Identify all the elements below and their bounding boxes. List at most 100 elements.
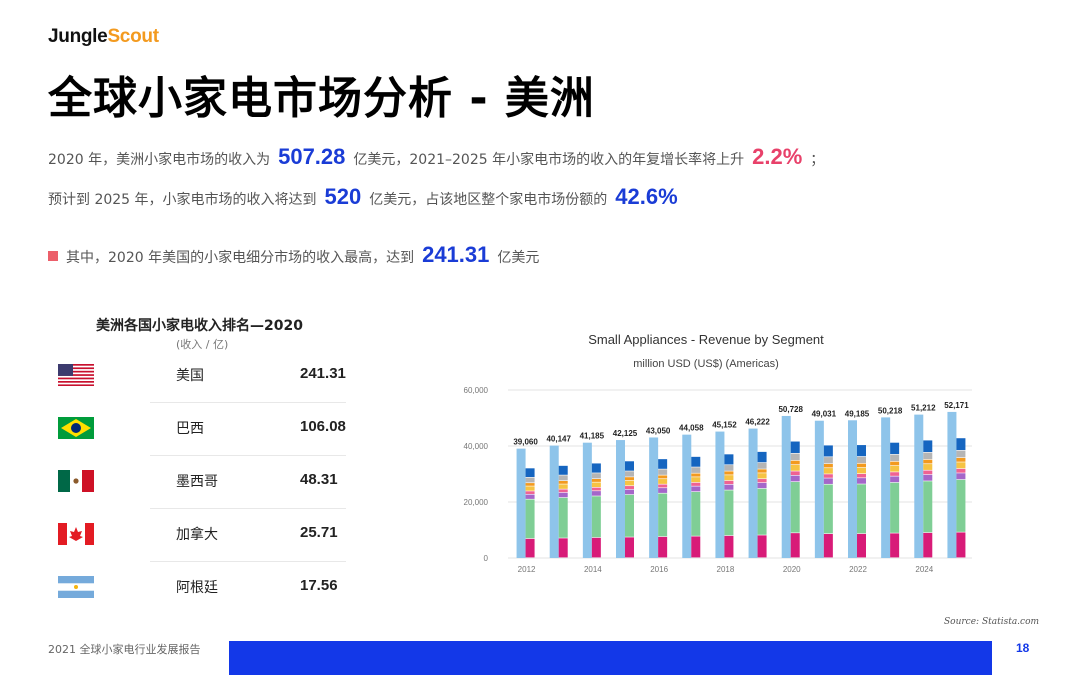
segment-5-bar: [823, 468, 833, 474]
background-bar: [715, 431, 725, 558]
segment-2-bar: [625, 494, 634, 537]
segment-6-bar: [923, 459, 933, 464]
total-value-label: 50,728: [778, 405, 803, 414]
segment-5-bar: [757, 473, 767, 479]
segment-1-bar: [658, 536, 668, 558]
summary-text: 亿美元: [497, 250, 540, 266]
segment-5-bar: [591, 482, 601, 488]
segment-2-bar: [591, 496, 601, 538]
ranking-subtitle: (收入 / 亿): [176, 338, 229, 351]
segment-7-bar: [923, 452, 933, 460]
segment-6-bar: [857, 463, 866, 468]
chart-subtitle: million USD (US$) (Americas): [633, 358, 778, 370]
segment-7-bar: [823, 457, 833, 464]
summary-text: 亿美元，占该地区整个家电市场份额的: [369, 192, 608, 208]
revenue-2020-value: 507.28: [278, 144, 346, 169]
segment-7-bar: [525, 477, 535, 483]
segment-3-bar: [956, 473, 966, 480]
row-divider: [150, 402, 346, 403]
segment-6-bar: [890, 461, 900, 466]
country-revenue: 25.71: [300, 524, 338, 541]
total-value-label: 42,125: [613, 429, 638, 438]
background-bar: [814, 420, 824, 558]
background-bar: [516, 448, 526, 558]
x-tick-label: 2024: [915, 565, 933, 574]
segment-8-bar: [790, 441, 800, 454]
background-bar: [649, 437, 659, 558]
ranking-row: 阿根廷 17.56: [58, 562, 368, 615]
page-title: 全球小家电市场分析 - 美洲: [48, 73, 595, 124]
segment-6-bar: [625, 477, 634, 481]
segment-7-bar: [591, 473, 601, 479]
background-bar: [616, 440, 625, 558]
segment-2-bar: [691, 492, 701, 536]
row-divider: [150, 508, 346, 509]
segment-7-bar: [956, 450, 966, 458]
segment-8-bar: [724, 454, 734, 465]
segment-6-bar: [823, 463, 833, 468]
segment-3-bar: [790, 475, 800, 482]
segment-2-bar: [890, 482, 900, 533]
segment-2-bar: [724, 490, 734, 536]
segment-5-bar: [724, 475, 734, 481]
market-share-value: 42.6%: [615, 184, 678, 209]
segment-4-bar: [956, 468, 966, 473]
segment-6-bar: [691, 473, 701, 477]
x-tick-label: 2016: [650, 565, 668, 574]
ranking-row: 加拿大 25.71: [58, 509, 368, 562]
segment-6-bar: [591, 479, 601, 482]
summary-text: ；: [810, 152, 825, 168]
x-tick-label: 2018: [717, 565, 735, 574]
segment-1-bar: [724, 535, 734, 558]
background-bar: [881, 417, 891, 558]
segment-4-bar: [823, 474, 833, 478]
segment-8-bar: [525, 468, 535, 478]
x-tick-label: 2022: [849, 565, 867, 574]
segment-8-bar: [625, 461, 634, 471]
page-number: 18: [1016, 641, 1030, 655]
source-note: Source: Statista.com: [944, 617, 1040, 627]
summary-text: 其中，2020 年美国的小家电细分市场的收入最高，达到: [66, 250, 415, 266]
segment-4-bar: [658, 484, 668, 488]
segment-4-bar: [625, 486, 634, 489]
x-tick-label: 2020: [783, 565, 801, 574]
chart-title: Small Appliances - Revenue by Segment: [588, 332, 824, 347]
brand-logo: JungleScout: [48, 26, 159, 48]
total-value-label: 50,218: [878, 406, 903, 415]
total-value-label: 49,185: [845, 409, 870, 418]
background-bar: [947, 411, 957, 558]
brand-logo-part2: Scout: [107, 26, 159, 47]
brazil-flag-icon: [58, 417, 94, 439]
background-bar: [582, 442, 592, 558]
segment-3-bar: [591, 491, 601, 496]
segment-1-bar: [790, 533, 800, 558]
footer-report-title: 2021 全球小家电行业发展报告: [48, 643, 201, 656]
segment-1-bar: [691, 536, 701, 558]
segment-7-bar: [857, 456, 866, 464]
segment-7-bar: [625, 471, 634, 477]
segment-4-bar: [857, 473, 866, 478]
total-value-label: 40,147: [546, 435, 571, 444]
total-value-label: 39,060: [513, 438, 538, 447]
y-tick-label: 40,000: [464, 442, 489, 451]
background-bar: [682, 434, 692, 558]
row-divider: [150, 561, 346, 562]
total-value-label: 46,222: [745, 418, 770, 427]
segment-4-bar: [790, 471, 800, 476]
segment-8-bar: [890, 442, 900, 455]
row-divider: [150, 455, 346, 456]
segment-8-bar: [923, 440, 933, 453]
x-tick-label: 2014: [584, 565, 602, 574]
segment-3-bar: [691, 486, 701, 492]
segment-6-bar: [658, 475, 668, 479]
total-value-label: 52,171: [944, 401, 969, 410]
segment-1-bar: [558, 538, 568, 558]
y-tick-label: 0: [484, 554, 489, 563]
segment-8-bar: [823, 445, 833, 457]
segment-3-bar: [525, 494, 535, 499]
revenue-by-segment-chart: Small Appliances - Revenue by Segment mi…: [464, 332, 972, 574]
country-revenue: 48.31: [300, 471, 338, 488]
segment-6-bar: [790, 460, 800, 465]
summary-text: 亿美元，2021–2025 年小家电市场的收入的年复增长率将上升: [353, 152, 745, 168]
background-bar: [549, 445, 559, 558]
